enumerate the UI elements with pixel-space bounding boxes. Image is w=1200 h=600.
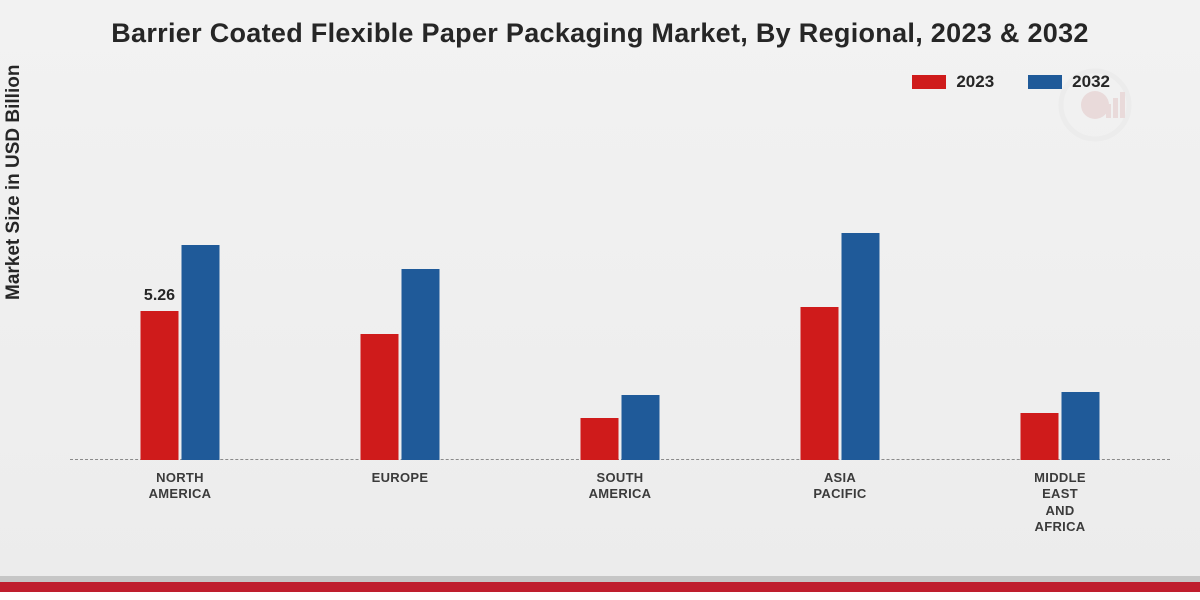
- bar: [402, 269, 440, 460]
- bottom-band: [0, 582, 1200, 592]
- bar: [182, 245, 220, 460]
- bar: [141, 311, 179, 460]
- bottom-band: [0, 592, 1200, 600]
- legend: 2023 2032: [912, 72, 1110, 92]
- legend-item: 2023: [912, 72, 994, 92]
- bar-pair: [361, 269, 440, 460]
- bar-group: [290, 120, 510, 460]
- bar: [842, 233, 880, 460]
- x-axis-label: MIDDLEEASTANDAFRICA: [950, 470, 1170, 535]
- chart-canvas: Barrier Coated Flexible Paper Packaging …: [0, 0, 1200, 600]
- watermark-bars: [1106, 92, 1125, 118]
- bar-group: [70, 120, 290, 460]
- bar: [1021, 413, 1059, 460]
- bar-pair: [581, 395, 660, 460]
- legend-item: 2032: [1028, 72, 1110, 92]
- y-axis-label: Market Size in USD Billion: [3, 65, 25, 300]
- bar: [361, 334, 399, 460]
- x-axis-label: EUROPE: [290, 470, 510, 535]
- bar-pair: [1021, 392, 1100, 460]
- bar: [801, 307, 839, 460]
- plot-area: 5.26: [70, 120, 1170, 460]
- bar-group: [510, 120, 730, 460]
- legend-label: 2023: [956, 72, 994, 92]
- x-axis-label: SOUTHAMERICA: [510, 470, 730, 535]
- legend-swatch: [912, 75, 946, 89]
- x-axis-labels: NORTHAMERICAEUROPESOUTHAMERICAASIAPACIFI…: [70, 470, 1170, 535]
- value-label: 5.26: [144, 287, 175, 305]
- bar: [622, 395, 660, 460]
- bar-groups: [70, 120, 1170, 460]
- bar: [1062, 392, 1100, 460]
- bar-group: [730, 120, 950, 460]
- legend-label: 2032: [1072, 72, 1110, 92]
- bar: [581, 418, 619, 461]
- x-axis-label: NORTHAMERICA: [70, 470, 290, 535]
- bar-pair: [141, 245, 220, 460]
- bar-pair: [801, 233, 880, 460]
- legend-swatch: [1028, 75, 1062, 89]
- x-axis-label: ASIAPACIFIC: [730, 470, 950, 535]
- chart-title: Barrier Coated Flexible Paper Packaging …: [0, 18, 1200, 49]
- bottom-bar: [0, 576, 1200, 600]
- bar-group: [950, 120, 1170, 460]
- watermark-dot: [1081, 91, 1109, 119]
